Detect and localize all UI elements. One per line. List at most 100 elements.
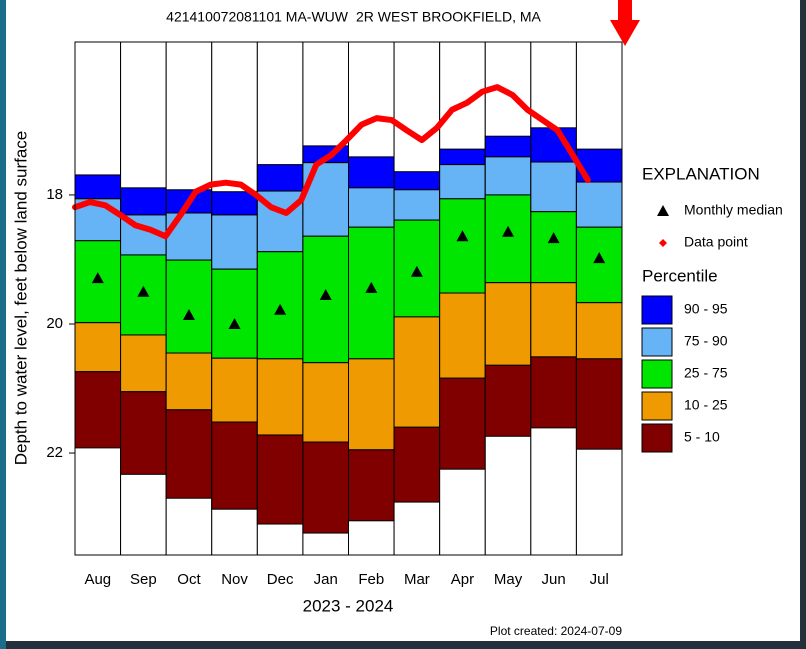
percentile-band	[484, 282, 532, 366]
x-tick-label: Jul	[590, 571, 609, 588]
x-tick-label: May	[494, 571, 523, 588]
median-marker	[91, 272, 104, 284]
percentile-band	[575, 181, 623, 228]
percentile-band	[256, 434, 304, 525]
percentile-band	[348, 449, 395, 522]
percentile-band	[530, 356, 577, 429]
median-marker	[365, 281, 378, 293]
percentile-band	[302, 362, 349, 443]
y-axis-label: Depth to water level, feet below land su…	[11, 131, 30, 466]
median-marker	[182, 308, 195, 320]
x-tick-label: Mar	[404, 571, 430, 588]
x-tick-label: Dec	[267, 571, 294, 588]
percentile-band	[393, 316, 441, 428]
legend-label: 25 - 75	[684, 365, 728, 381]
arrow-annotation	[610, 0, 640, 46]
y-tick-label: 18	[46, 186, 63, 203]
legend-swatch	[641, 423, 673, 453]
site-name: 2R WEST BROOKFIELD, MA	[356, 9, 542, 25]
percentile-band	[256, 358, 304, 436]
x-tick-label: Feb	[358, 571, 384, 588]
percentile-band	[211, 191, 258, 216]
percentile-band	[439, 148, 486, 166]
percentile-band	[484, 156, 532, 196]
percentile-band	[484, 135, 532, 158]
y-tick-label: 22	[46, 444, 63, 461]
percentile-band	[439, 377, 486, 470]
percentile-band	[165, 352, 213, 411]
x-tick-label: Sep	[130, 571, 157, 588]
median-marker	[593, 252, 606, 264]
plot-frame	[74, 41, 623, 556]
percentile-title: Percentile	[642, 266, 718, 285]
percentile-band	[74, 174, 122, 200]
percentile-band	[302, 441, 349, 534]
percentile-band	[575, 226, 623, 304]
percentile-band	[120, 187, 167, 216]
percentile-band	[165, 212, 213, 261]
legend-label: Data point	[684, 234, 748, 250]
percentile-band	[211, 357, 258, 423]
legend-median-marker	[657, 205, 669, 216]
data-line	[72, 84, 591, 240]
percentile-band	[74, 322, 122, 373]
percentile-band	[439, 164, 486, 200]
percentile-band	[348, 358, 395, 451]
percentile-band	[211, 214, 258, 270]
percentile-band	[348, 156, 395, 189]
percentile-band	[74, 371, 122, 449]
percentile-band	[348, 226, 395, 360]
x-tick-label: Oct	[177, 571, 201, 588]
median-marker	[319, 288, 332, 300]
x-tick-label: Jun	[542, 571, 566, 588]
percentile-band	[348, 187, 395, 228]
legend-label: 10 - 25	[684, 397, 728, 413]
percentile-band	[530, 282, 577, 358]
percentile-band	[165, 409, 213, 499]
x-tick-label: Apr	[451, 571, 474, 588]
percentile-band	[393, 426, 441, 503]
percentile-band	[575, 302, 623, 360]
legend-label: 75 - 90	[684, 333, 728, 349]
percentile-band	[530, 161, 577, 213]
median-marker	[228, 317, 241, 329]
side-strip	[0, 0, 6, 649]
percentile-band	[120, 334, 167, 393]
percentile-band	[530, 211, 577, 284]
percentile-band	[393, 189, 441, 221]
percentile-band	[211, 268, 258, 359]
median-marker	[137, 285, 150, 297]
footnote: Plot created: 2024-07-09	[490, 624, 622, 638]
legend-swatch	[641, 359, 673, 389]
legend-label: 90 - 95	[684, 301, 728, 317]
legend-swatch	[641, 327, 673, 357]
x-tick-label: Jan	[314, 571, 338, 588]
percentile-band	[484, 364, 532, 437]
x-axis-label: 2023 - 2024	[303, 596, 394, 615]
percentile-band	[211, 421, 258, 510]
legend-label: Monthly median	[684, 202, 783, 218]
median-marker	[502, 225, 515, 237]
percentile-band	[439, 198, 486, 294]
median-marker	[274, 303, 287, 315]
legend-label: 5 - 10	[684, 429, 720, 445]
chart-title: 421410072081101 MA-WUW	[166, 9, 349, 25]
percentile-band	[484, 194, 532, 284]
x-tick-label: Nov	[221, 571, 248, 588]
percentile-band	[575, 358, 623, 450]
percentile-band	[256, 164, 304, 192]
percentile-band	[120, 391, 167, 475]
percentile-band	[439, 292, 486, 379]
median-marker	[410, 265, 423, 277]
median-marker	[547, 232, 560, 244]
x-tick-label: Aug	[84, 571, 111, 588]
legend-title: EXPLANATION	[642, 164, 760, 183]
y-tick-label: 20	[46, 315, 63, 332]
median-marker	[456, 230, 469, 242]
percentile-band	[393, 171, 441, 191]
percentile-band	[165, 259, 213, 354]
legend-swatch	[641, 295, 673, 325]
legend-swatch	[641, 391, 673, 421]
